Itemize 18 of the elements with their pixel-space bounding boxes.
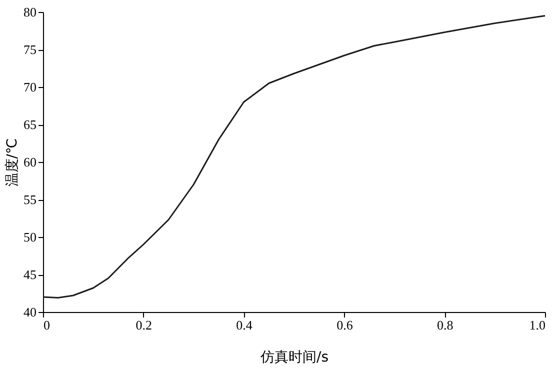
y-tick-label: 50	[24, 230, 36, 244]
x-tick-label: 0.2	[136, 318, 152, 332]
y-tick-label: 65	[24, 117, 36, 132]
line-series	[42, 15, 546, 298]
x-tick-label: 1.0	[529, 318, 546, 332]
x-tick-label: 0.4	[236, 318, 253, 332]
x-axis-title: 仿真时间/s	[259, 350, 329, 366]
y-tick-label: 60	[24, 154, 36, 170]
y-tick-label: 80	[24, 4, 36, 20]
y-tick-label: 45	[24, 267, 36, 282]
y-tick-label: 70	[24, 80, 36, 94]
y-tick-label: 75	[24, 42, 36, 57]
x-tick-label: 0.6	[336, 318, 354, 332]
y-tick-label: 55	[24, 192, 36, 207]
x-tick-label: 0.8	[436, 318, 454, 332]
y-axis-title: 温度/℃	[4, 138, 20, 187]
x-tick-label: 0	[44, 318, 50, 332]
y-tick-label: 40	[24, 304, 36, 320]
